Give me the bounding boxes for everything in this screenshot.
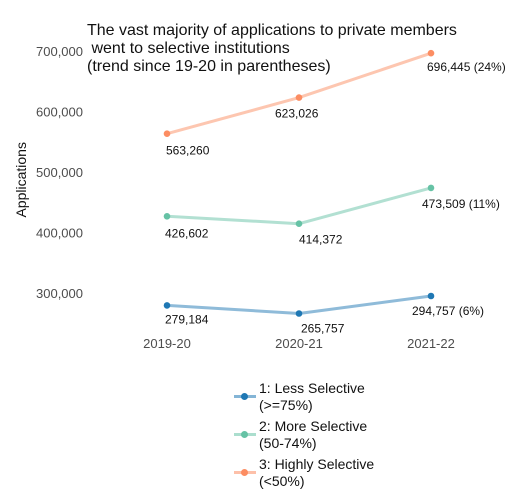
series-2-point-2020-21 bbox=[295, 220, 303, 227]
series-2-point-2019-20 bbox=[163, 213, 171, 220]
series-1-data-label-2021-22: 294,757 (6%) bbox=[412, 304, 484, 318]
legend-label-line-1: 2: More Selective bbox=[259, 418, 368, 434]
legend-label-line-2: (50-74%) bbox=[259, 435, 317, 451]
series-1-data-label-2020-21: 265,757 bbox=[301, 322, 345, 336]
series-1-point-2020-21 bbox=[295, 310, 303, 317]
y-tick-label-300000: 300,000 bbox=[36, 286, 83, 301]
legend-item-more-selective: 2: More Selective (50-74%) bbox=[231, 418, 461, 456]
legend-item-less-selective: 1: Less Selective (>=75%) bbox=[231, 380, 461, 418]
chart-title-line-1: The vast majority of applications to pri… bbox=[87, 22, 457, 39]
chart-title-line-3: (trend since 19-20 in parentheses) bbox=[87, 58, 331, 75]
x-tick-label-2021-22: 2021-22 bbox=[407, 336, 455, 351]
y-tick-label-700000: 700,000 bbox=[36, 44, 83, 59]
series-2-line bbox=[165, 186, 433, 226]
series-3-point-2021-22 bbox=[427, 49, 435, 57]
series-2-data-label-2019-20: 426,602 bbox=[165, 226, 209, 240]
legend-dot-highly-selective bbox=[241, 468, 248, 476]
series-3-line bbox=[165, 51, 433, 136]
y-tick-label-400000: 400,000 bbox=[36, 225, 83, 240]
legend: 1: Less Selective (>=75%) 2: More Select… bbox=[231, 380, 461, 494]
y-tick-label-600000: 600,000 bbox=[36, 105, 83, 120]
x-tick-label-2020-21: 2020-21 bbox=[275, 336, 323, 351]
chart-title-line-2: went to selective institutions bbox=[87, 40, 290, 57]
legend-key-more-selective bbox=[234, 429, 256, 439]
x-tick-label-2019-20: 2019-20 bbox=[143, 336, 191, 351]
legend-label-more-selective: 2: More Selective (50-74%) bbox=[259, 418, 367, 452]
y-tick-label-500000: 500,000 bbox=[36, 165, 83, 180]
legend-dot-less-selective bbox=[241, 392, 248, 400]
series-3-point-2020-21 bbox=[295, 94, 303, 101]
legend-item-highly-selective: 3: Highly Selective (<50%) bbox=[231, 456, 461, 494]
series-2-data-label-2021-22: 473,509 (11%) bbox=[422, 197, 500, 211]
legend-label-line-1: 1: Less Selective bbox=[259, 380, 365, 396]
legend-label-line-2: (<50%) bbox=[259, 473, 305, 489]
series-3-data-label-2019-20: 563,260 bbox=[166, 144, 210, 158]
series-layer bbox=[163, 49, 435, 317]
legend-key-less-selective bbox=[234, 391, 256, 401]
legend-label-less-selective: 1: Less Selective (>=75%) bbox=[259, 380, 365, 414]
legend-label-line-1: 3: Highly Selective bbox=[259, 456, 375, 472]
series-3-data-label-2020-21: 623,026 bbox=[275, 107, 319, 121]
series-3-point-2019-20 bbox=[163, 130, 171, 137]
legend-dot-more-selective bbox=[241, 430, 248, 438]
series-1-point-2019-20 bbox=[163, 302, 171, 309]
data-labels: 279,184 265,757 294,757 (6%) 426,602 414,372… bbox=[165, 60, 506, 335]
x-axis: 2019-20 2020-21 2021-22 bbox=[143, 336, 455, 351]
legend-label-highly-selective: 3: Highly Selective (<50%) bbox=[259, 456, 374, 490]
series-3-data-label-2021-22: 696,445 (24%) bbox=[427, 60, 506, 74]
series-2-point-2021-22 bbox=[427, 184, 435, 192]
y-axis: 300,000 400,000 500,000 600,000 700,000 Appli… bbox=[13, 44, 83, 301]
series-2-data-label-2020-21: 414,372 bbox=[299, 233, 343, 247]
y-axis-title: Applications bbox=[13, 142, 29, 218]
plot-area: 300,000 400,000 500,000 600,000 700,000 Appli… bbox=[13, 44, 506, 351]
legend-key-highly-selective bbox=[234, 467, 256, 477]
series-1-point-2021-22 bbox=[427, 292, 435, 300]
legend-label-line-2: (>=75%) bbox=[259, 397, 313, 413]
series-1-data-label-2019-20: 279,184 bbox=[165, 312, 209, 326]
